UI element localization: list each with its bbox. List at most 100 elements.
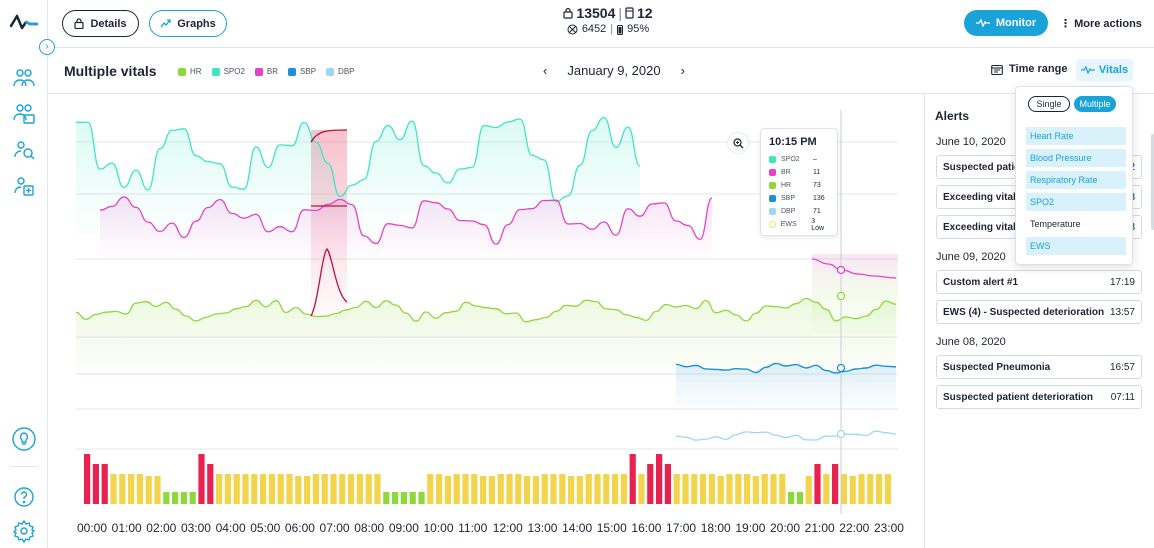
left-rail: › <box>0 0 55 548</box>
rail-divider <box>10 466 38 467</box>
calendar-icon <box>991 64 1003 75</box>
legend-item-hr[interactable]: HR <box>178 67 202 76</box>
vital-option-heart-rate[interactable]: Heart Rate <box>1026 127 1126 145</box>
x-tick-label: 15:00 <box>596 521 627 535</box>
legend-label: BR <box>266 67 279 76</box>
help-icon[interactable] <box>12 485 36 509</box>
ews-bar <box>251 474 258 504</box>
tooltip-value: 73 <box>813 182 821 189</box>
patient-counts: 13504 | 12 6452 | 95% <box>528 5 688 35</box>
alerts-scrollbar[interactable] <box>1151 134 1154 230</box>
tooltip-row-dbp: DBP 71 <box>769 205 829 218</box>
tooltip-value: 3 Low <box>811 217 825 232</box>
settings-gear-icon[interactable] <box>12 519 36 543</box>
search-patient-icon[interactable] <box>12 138 36 162</box>
tooltip-value: 136 <box>813 195 825 202</box>
x-tick-label: 00:00 <box>77 521 108 535</box>
x-tick-label: 02:00 <box>146 521 177 535</box>
tooltip-swatch <box>769 182 776 189</box>
alert-card[interactable]: EWS (4) - Suspected deterioration 13:57 <box>936 300 1142 324</box>
battery-percent: 95% <box>627 23 650 35</box>
cursor-point <box>836 363 846 373</box>
more-actions-button[interactable]: ⋮ More actions <box>1060 17 1142 30</box>
add-patient-icon[interactable] <box>12 174 36 198</box>
vital-option-spo2[interactable]: SPO2 <box>1026 193 1126 211</box>
ews-bar <box>726 474 733 504</box>
ews-bar <box>277 474 284 504</box>
series-areas <box>76 117 898 414</box>
more-actions-label: More actions <box>1074 18 1142 30</box>
tooltip-name: SBP <box>781 195 796 202</box>
alert-date: June 09, 2020 <box>936 251 1006 263</box>
legend-item-br[interactable]: BR <box>254 67 279 76</box>
ews-bar <box>744 474 751 504</box>
patients-monitor-icon[interactable] <box>12 102 36 126</box>
ews-bar <box>92 464 99 504</box>
alert-card[interactable]: Suspected Pneumonia 16:57 <box>936 355 1142 379</box>
ews-bar <box>268 474 275 504</box>
hr-line <box>75 297 897 323</box>
ews-bar <box>796 492 803 504</box>
hr-area <box>76 298 896 384</box>
ews-bar <box>480 476 487 504</box>
details-button[interactable]: Details <box>62 10 139 37</box>
monitor-label: Monitor <box>995 17 1037 29</box>
patients-group-icon[interactable] <box>12 66 36 90</box>
alert-time: 07:11 <box>1110 391 1135 403</box>
ews-bar <box>506 474 513 504</box>
vitals-chart[interactable]: 00:00 01:00 02:00 03:00 04:00 05:00 06:00 07:00… <box>48 94 924 548</box>
app-logo-icon[interactable] <box>10 10 38 34</box>
vitals-button[interactable]: Vitals <box>1076 59 1133 81</box>
x-tick-label: 13:00 <box>527 521 558 535</box>
ews-bar <box>858 474 865 504</box>
sensor-icon <box>567 24 578 34</box>
tooltip-swatch <box>769 156 776 163</box>
monitor-button[interactable]: Monitor <box>964 10 1048 36</box>
alert-card[interactable]: Suspected patient deterioration 07:11 <box>936 385 1142 409</box>
alert-time: 13:57 <box>1109 306 1135 318</box>
ews-bar <box>735 474 742 504</box>
zoom-button[interactable] <box>727 132 749 154</box>
graphs-button[interactable]: Graphs <box>149 10 227 37</box>
ews-bar <box>163 492 170 504</box>
tooltip-row-spo2: SPO2 – <box>769 153 829 166</box>
alert-card[interactable]: Custom alert #1 17:19 <box>936 270 1142 294</box>
vitals-chart-svg[interactable] <box>48 94 924 548</box>
single-mode-button[interactable]: Single <box>1028 96 1070 112</box>
tooltip-value: 71 <box>813 208 821 215</box>
hr-alert-segment <box>310 248 348 317</box>
ews-bar <box>691 474 698 504</box>
expand-sidebar-button[interactable]: › <box>39 39 55 55</box>
time-range-button[interactable]: Time range <box>991 63 1068 75</box>
chart-legend: HR SPO2 BR SBP DBP <box>178 67 355 76</box>
sub-header: Multiple vitals HR SPO2 BR SBP DBP ‹ January… <box>48 48 1154 94</box>
next-day-button[interactable]: › <box>680 63 685 78</box>
ews-bar <box>647 464 654 504</box>
time-cursor[interactable] <box>836 110 846 514</box>
tooltip-rows: SPO2 – BR 11 HR 73 SBP 136 DBP 71 EWS 3 Low <box>769 153 829 232</box>
ews-bar <box>136 474 143 504</box>
vital-option-blood-pressure[interactable]: Blood Pressure <box>1026 149 1126 167</box>
ews-bar <box>488 476 495 504</box>
x-tick-label: 20:00 <box>770 521 801 535</box>
ews-bar <box>682 474 689 504</box>
current-date: January 9, 2020 <box>567 63 661 78</box>
ews-bar <box>532 476 539 504</box>
vital-option-temperature[interactable]: Temperature <box>1030 219 1081 229</box>
battery-icon <box>617 24 624 35</box>
x-tick-label: 03:00 <box>180 521 211 535</box>
device-icon <box>625 7 634 19</box>
ews-bar <box>497 474 504 504</box>
legend-item-spo2[interactable]: SPO2 <box>211 67 245 76</box>
vital-option-respiratory-rate[interactable]: Respiratory Rate <box>1026 171 1126 189</box>
legend-item-dbp[interactable]: DBP <box>326 67 355 76</box>
lightbulb-icon[interactable] <box>12 427 36 451</box>
vital-option-ews[interactable]: EWS <box>1026 237 1126 255</box>
ews-bar <box>832 464 839 504</box>
multiple-mode-button[interactable]: Multiple <box>1074 96 1116 112</box>
x-tick-label: 21:00 <box>804 521 835 535</box>
legend-item-sbp[interactable]: SBP <box>288 67 316 76</box>
ews-bar <box>708 474 715 504</box>
pulse-icon <box>975 19 990 27</box>
previous-day-button[interactable]: ‹ <box>543 63 548 78</box>
